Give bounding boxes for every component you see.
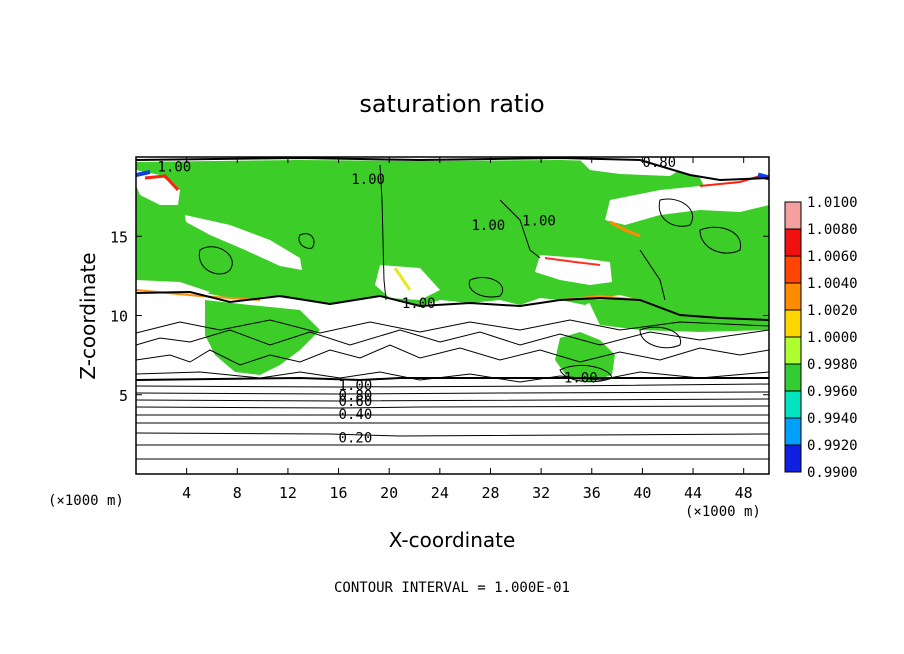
- x-tick-label-0: 4: [182, 484, 191, 502]
- colorbar-swatch-5: [785, 337, 801, 364]
- colorbar-label-3: 1.0040: [807, 276, 858, 292]
- edge-red-3: [544, 257, 601, 266]
- contour-label-7: 1.00: [339, 378, 373, 394]
- x-tick-label-8: 36: [583, 484, 601, 502]
- contour-interval-label: CONTOUR INTERVAL = 1.000E-01: [334, 580, 570, 596]
- y-axis-label: Z-coordinate: [76, 252, 100, 379]
- contour-label-8: 0.80: [339, 388, 373, 404]
- contour-line-22: [468, 277, 503, 298]
- contour-lines: [136, 157, 769, 460]
- colorbar-swatch-8: [785, 418, 801, 445]
- x-axis-label: X-coordinate: [389, 528, 516, 552]
- x-tick-label-11: 48: [735, 484, 753, 502]
- x-axis: 4 8 12 16 20 24 28 32 36 40 44 48: [182, 157, 753, 502]
- contour-line-26: [559, 365, 613, 383]
- subsaturated-holes: [136, 160, 769, 302]
- x-tick-label-1: 8: [233, 484, 242, 502]
- colorbar-swatch-1: [785, 229, 801, 256]
- x-tick-label-7: 32: [532, 484, 550, 502]
- contour-line-8: [136, 391, 769, 395]
- contour-label-3: 1.00: [471, 218, 505, 234]
- colorbar-swatch-0: [785, 202, 801, 229]
- contour-line-19: [639, 249, 666, 301]
- y-tick-label-2: 15: [110, 228, 128, 246]
- hole-3: [535, 255, 612, 285]
- contour-label-6: 1.00: [564, 370, 598, 386]
- contour-line-10: [136, 376, 769, 382]
- colorbar-label-6: 0.9980: [807, 357, 858, 373]
- y-tick-label-0: 5: [119, 387, 128, 405]
- plot-area: 1.00 0.801.001.00 1.001.001.001.000.800.60…: [136, 155, 769, 474]
- contour-line-14: [136, 319, 769, 334]
- contour-line-16: [136, 157, 769, 182]
- contour-line-17: [379, 164, 387, 301]
- colorbar: 1.0100 1.0080 1.0060 1.0040 1.0020 1.0000 0.99…: [784, 195, 858, 481]
- colorbar-swatch-3: [785, 283, 801, 310]
- contour-labels: 1.00 0.801.001.00 1.001.001.001.000.800.60…: [158, 155, 677, 447]
- x-tick-label-9: 40: [633, 484, 651, 502]
- colorbar-label-8: 0.9940: [807, 411, 858, 427]
- colorbar-swatch-6: [785, 364, 801, 391]
- edge-blue-1: [136, 170, 151, 177]
- edge-orange-1: [609, 220, 641, 238]
- colorbar-label-1: 1.0080: [807, 222, 858, 238]
- contour-line-25: [639, 326, 682, 349]
- colorbar-swatch-9: [785, 445, 801, 472]
- hole-1: [185, 215, 302, 270]
- contour-line-9: [136, 383, 769, 388]
- contour-label-0: 1.00: [158, 160, 192, 176]
- colorbar-label-9: 0.9920: [807, 438, 858, 454]
- edge-red-1: [144, 174, 180, 192]
- y-axis-unit: (×1000 m): [48, 493, 124, 509]
- x-tick-label-5: 24: [431, 484, 449, 502]
- colorbar-label-2: 1.0060: [807, 249, 858, 265]
- contour-label-1: 0.80: [642, 155, 676, 171]
- x-tick-label-3: 16: [330, 484, 348, 502]
- colorbar-label-7: 0.9960: [807, 384, 858, 400]
- x-axis-unit: (×1000 m): [685, 504, 761, 520]
- contour-label-2: 1.00: [351, 172, 385, 188]
- hole-6: [136, 280, 210, 302]
- colorbar-label-10: 0.9900: [807, 465, 858, 481]
- chart-title: saturation ratio: [359, 90, 544, 118]
- contour-label-11: 0.20: [339, 431, 373, 447]
- colorbar-swatch-4: [785, 310, 801, 337]
- contour-line-7: [136, 398, 769, 402]
- contour-label-5: 1.00: [402, 296, 436, 312]
- contour-label-10: 0.40: [339, 407, 373, 423]
- contour-line-15: [136, 290, 769, 321]
- contour-label-9: 0.60: [339, 394, 373, 410]
- contour-line-23: [298, 233, 315, 249]
- contour-line-6: [136, 405, 769, 409]
- y-tick-label-1: 10: [110, 308, 128, 326]
- x-tick-label-6: 28: [481, 484, 499, 502]
- y-axis: 5 10 15: [110, 228, 769, 405]
- colorbar-label-5: 1.0000: [807, 330, 858, 346]
- contour-line-24: [699, 226, 742, 254]
- colorbar-label-4: 1.0020: [807, 303, 858, 319]
- contour-line-12: [136, 344, 769, 366]
- contour-line-18: [499, 199, 541, 259]
- x-tick-label-10: 44: [684, 484, 702, 502]
- contour-line-13: [136, 329, 769, 346]
- lower-left-green-patch: [205, 300, 320, 375]
- hole-5: [375, 265, 440, 300]
- contour-line-21: [658, 198, 693, 227]
- colorbar-swatch-2: [785, 256, 801, 283]
- contour-line-20: [198, 246, 233, 275]
- x-tick-label-2: 12: [279, 484, 297, 502]
- hole-4: [605, 184, 769, 225]
- contour-line-3: [136, 432, 769, 437]
- contour-label-4: 1.00: [522, 213, 556, 229]
- colorbar-label-0: 1.0100: [807, 195, 858, 211]
- edge-yellow-1: [393, 267, 412, 291]
- contour-line-11: [136, 371, 769, 383]
- colorbar-swatch-7: [785, 391, 801, 418]
- x-tick-label-4: 20: [380, 484, 398, 502]
